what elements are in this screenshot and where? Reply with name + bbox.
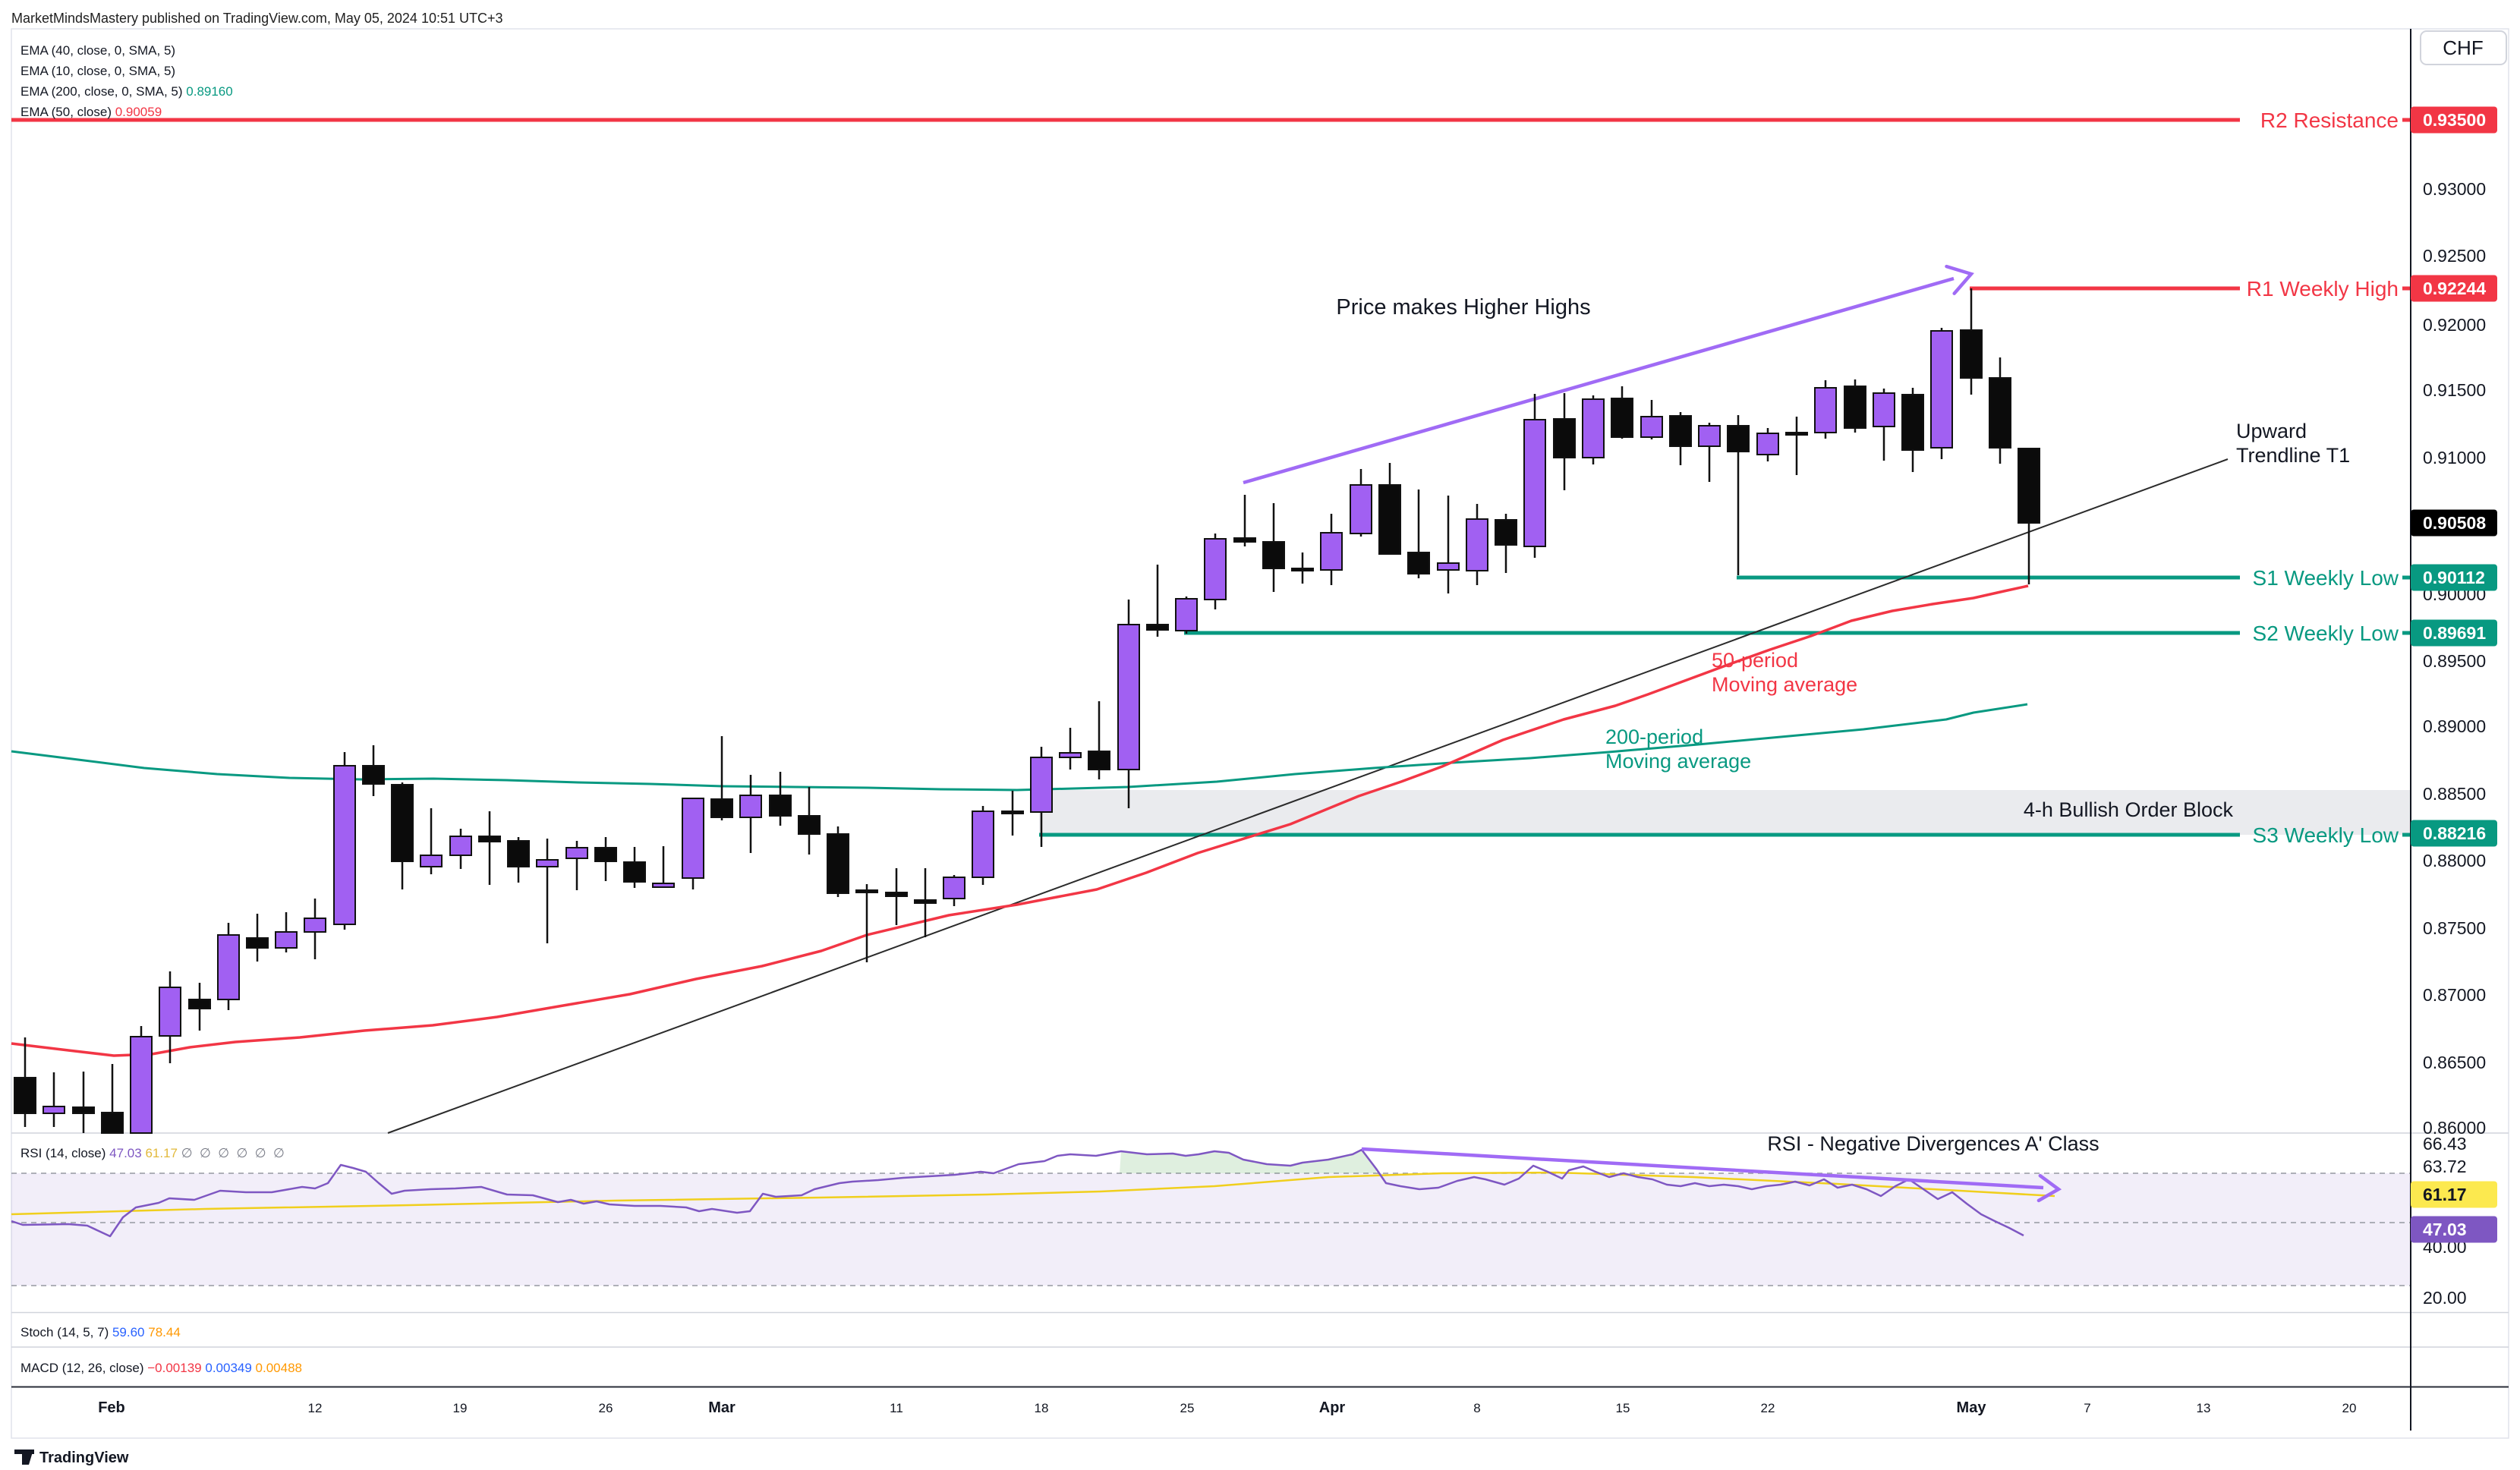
svg-text:0.88500: 0.88500 — [2423, 784, 2486, 804]
svg-text:MarketMindsMastery published o: MarketMindsMastery published on TradingV… — [11, 11, 503, 26]
svg-text:0.91000: 0.91000 — [2423, 448, 2486, 467]
svg-text:RSI - Negative Divergences A': RSI - Negative Divergences A' Class — [1767, 1132, 2099, 1155]
svg-text:20: 20 — [2342, 1401, 2357, 1415]
svg-text:22: 22 — [1761, 1401, 1775, 1415]
svg-text:0.92244: 0.92244 — [2423, 279, 2486, 298]
svg-text:0.90112: 0.90112 — [2423, 568, 2485, 587]
svg-text:0.86000: 0.86000 — [2423, 1118, 2486, 1138]
svg-text:TradingView: TradingView — [39, 1450, 129, 1466]
svg-text:R2 Resistance: R2 Resistance — [2260, 109, 2399, 132]
svg-text:Feb: Feb — [98, 1399, 125, 1416]
svg-text:25: 25 — [1180, 1401, 1195, 1415]
svg-text:47.03: 47.03 — [2423, 1220, 2467, 1239]
svg-text:4-h Bullish Order Block: 4-h Bullish Order Block — [2024, 798, 2234, 821]
svg-text:13: 13 — [2197, 1401, 2211, 1415]
svg-text:0.86500: 0.86500 — [2423, 1053, 2486, 1072]
svg-text:8: 8 — [1473, 1401, 1480, 1415]
svg-text:Moving average: Moving average — [1605, 750, 1751, 773]
svg-text:26: 26 — [599, 1401, 613, 1415]
svg-text:11: 11 — [890, 1401, 903, 1415]
svg-text:R1 Weekly High: R1 Weekly High — [2247, 277, 2399, 301]
svg-text:200-period: 200-period — [1605, 726, 1703, 748]
svg-text:19: 19 — [453, 1401, 468, 1415]
svg-text:MACD (12, 26, close) −0.00139: MACD (12, 26, close) −0.00139 0.00349 0.… — [20, 1361, 302, 1375]
svg-text:Stoch (14, 5, 7) 59.60 78.44: Stoch (14, 5, 7) 59.60 78.44 — [20, 1325, 181, 1339]
svg-text:0.93000: 0.93000 — [2423, 179, 2486, 199]
svg-text:63.72: 63.72 — [2423, 1157, 2467, 1176]
svg-text:EMA (200, close, 0, SMA, 5): EMA (200, close, 0, SMA, 5) 0.89160 — [20, 84, 233, 99]
svg-text:EMA (50, close) 0.90059: EMA (50, close) 0.90059 — [20, 105, 162, 119]
svg-text:0.90508: 0.90508 — [2423, 513, 2486, 533]
svg-text:May: May — [1957, 1399, 1987, 1416]
svg-text:Apr: Apr — [1319, 1399, 1346, 1416]
svg-text:0.89000: 0.89000 — [2423, 716, 2486, 736]
svg-text:S1 Weekly Low: S1 Weekly Low — [2253, 566, 2399, 590]
svg-text:0.91500: 0.91500 — [2423, 380, 2486, 400]
svg-text:66.43: 66.43 — [2423, 1134, 2467, 1154]
svg-text:S2 Weekly Low: S2 Weekly Low — [2253, 622, 2399, 645]
svg-text:RSI (14, close) 47.03 61.17: RSI (14, close) 47.03 61.17 ∅ ∅ ∅ ∅ ∅ ∅ — [20, 1146, 285, 1160]
svg-text:CHF: CHF — [2443, 36, 2483, 59]
svg-text:0.89500: 0.89500 — [2423, 651, 2486, 671]
svg-text:0.88216: 0.88216 — [2423, 823, 2486, 843]
svg-text:0.88000: 0.88000 — [2423, 851, 2486, 870]
svg-text:Upward: Upward — [2236, 420, 2307, 442]
svg-text:Price makes Higher Highs: Price makes Higher Highs — [1336, 295, 1590, 319]
svg-text:0.87500: 0.87500 — [2423, 918, 2486, 938]
svg-text:0.92500: 0.92500 — [2423, 246, 2486, 266]
svg-text:7: 7 — [2084, 1401, 2090, 1415]
svg-text:S3 Weekly Low: S3 Weekly Low — [2253, 823, 2399, 847]
svg-text:Moving average: Moving average — [1712, 673, 1857, 696]
svg-text:Mar: Mar — [708, 1399, 736, 1416]
svg-text:50-period: 50-period — [1712, 649, 1798, 672]
svg-text:0.92000: 0.92000 — [2423, 315, 2486, 335]
svg-text:Trendline T1: Trendline T1 — [2236, 444, 2350, 467]
svg-text:12: 12 — [308, 1401, 323, 1415]
svg-text:18: 18 — [1035, 1401, 1049, 1415]
svg-text:15: 15 — [1616, 1401, 1630, 1415]
svg-text:61.17: 61.17 — [2423, 1185, 2467, 1204]
svg-text:EMA (10, close, 0, SMA, 5): EMA (10, close, 0, SMA, 5) — [20, 64, 175, 78]
svg-text:EMA (40, close, 0, SMA, 5): EMA (40, close, 0, SMA, 5) — [20, 43, 175, 58]
svg-text:20.00: 20.00 — [2423, 1288, 2467, 1308]
svg-text:0.93500: 0.93500 — [2423, 110, 2486, 130]
svg-text:0.89691: 0.89691 — [2423, 623, 2486, 643]
svg-text:0.87000: 0.87000 — [2423, 985, 2486, 1005]
